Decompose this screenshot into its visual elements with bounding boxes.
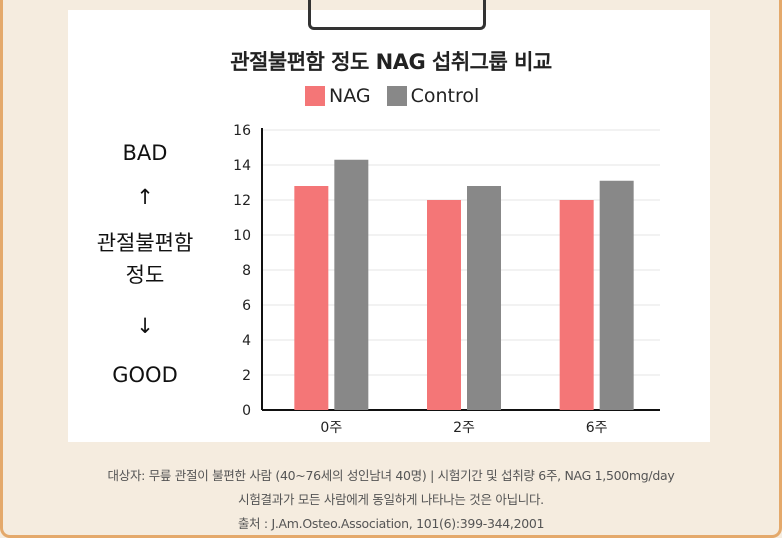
x-tick-label: 0주 xyxy=(320,420,342,436)
side-label-line2: 정도 xyxy=(125,263,165,287)
y-tick-label: 8 xyxy=(242,263,251,279)
legend-item-control: Control xyxy=(386,85,480,107)
y-tick-label: 14 xyxy=(233,158,251,174)
bar-nag xyxy=(294,186,329,410)
x-tick-label: 2주 xyxy=(453,420,475,436)
footnote-subjects: 대상자: 무릎 관절이 불편한 사람 (40~76세의 성인남녀 40명) | … xyxy=(107,468,675,483)
down-arrow-icon: ↓ xyxy=(136,314,154,338)
y-tick-label: 16 xyxy=(233,123,251,139)
footnote-source: 출처 : J.Am.Osteo.Association, 101(6):399-… xyxy=(237,516,545,531)
side-label-line1: 관절불편함 xyxy=(96,231,194,255)
bar-nag xyxy=(559,200,594,410)
bar-nag xyxy=(427,200,461,410)
x-tick-label: 6주 xyxy=(586,420,608,436)
clipboard-clip xyxy=(308,0,486,30)
bar-control xyxy=(599,180,634,410)
legend-swatch-nag xyxy=(305,86,325,106)
footnote-disclaimer: 시험결과가 모든 사람에게 동일하게 나타나는 것은 아닙니다. xyxy=(238,492,544,507)
side-label-good: GOOD xyxy=(112,363,178,387)
chart-title: 관절불편함 정도 NAG 섭취그룹 비교 xyxy=(230,50,552,74)
bar-control xyxy=(467,186,501,410)
y-tick-label: 10 xyxy=(233,228,251,244)
legend-swatch-control xyxy=(386,86,407,106)
legend-label-control: Control xyxy=(410,85,480,107)
y-tick-label: 6 xyxy=(242,298,251,314)
y-tick-label: 2 xyxy=(242,368,251,384)
legend-item-nag: NAG xyxy=(305,85,371,107)
y-tick-label: 12 xyxy=(233,193,251,209)
chart-legend: NAG Control xyxy=(305,84,495,108)
y-tick-label: 4 xyxy=(242,333,251,349)
up-arrow-icon: ↑ xyxy=(136,185,154,209)
legend-label-nag: NAG xyxy=(329,85,371,107)
bar-control xyxy=(334,159,369,410)
y-tick-label: 0 xyxy=(242,403,251,419)
side-label-bad: BAD xyxy=(122,141,168,165)
